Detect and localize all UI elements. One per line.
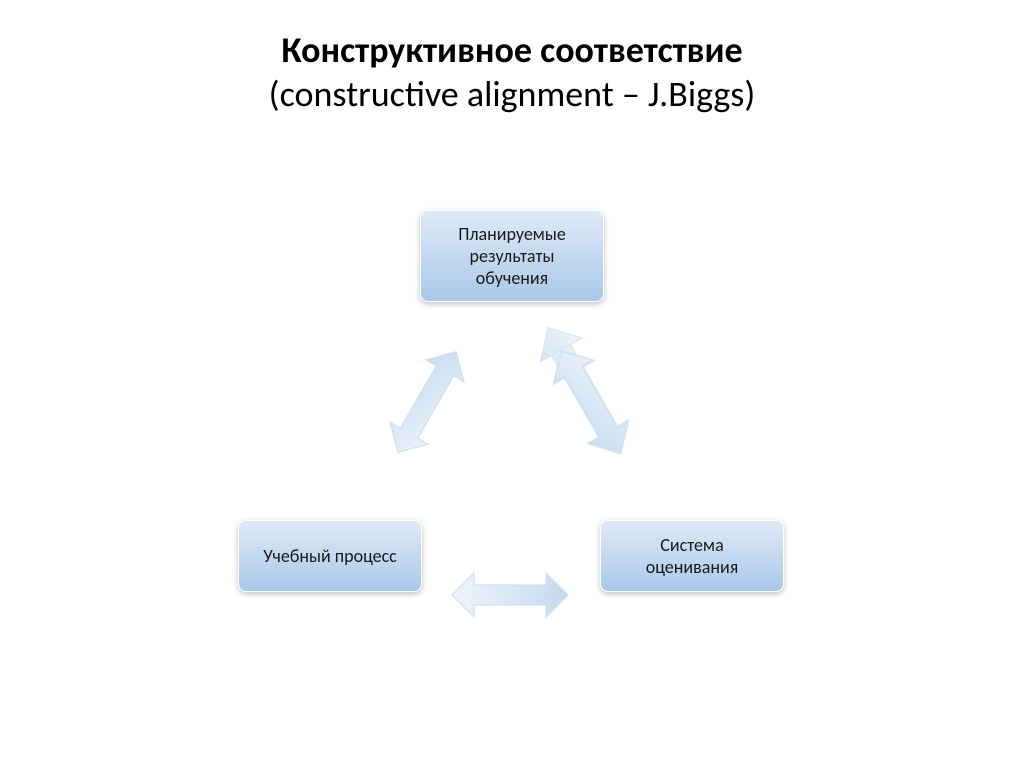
title-line1: Конструктивное соответствие: [0, 28, 1024, 72]
node-learning-process: Учебный процесс: [238, 520, 422, 592]
slide-title: Конструктивное соответствие (constructiv…: [0, 28, 1024, 116]
node-label: Система оценивания: [615, 534, 769, 578]
node-label: Учебный процесс: [263, 545, 397, 567]
slide: Конструктивное соответствие (constructiv…: [0, 0, 1024, 767]
cycle-diagram: Планируемые результаты обучения Система …: [0, 180, 1024, 740]
node-planned-outcomes: Планируемые результаты обучения: [420, 210, 604, 302]
node-assessment-system: Система оценивания: [600, 520, 784, 592]
title-line2: (constructive alignment – J.Biggs): [0, 72, 1024, 116]
node-label: Планируемые результаты обучения: [435, 223, 589, 289]
